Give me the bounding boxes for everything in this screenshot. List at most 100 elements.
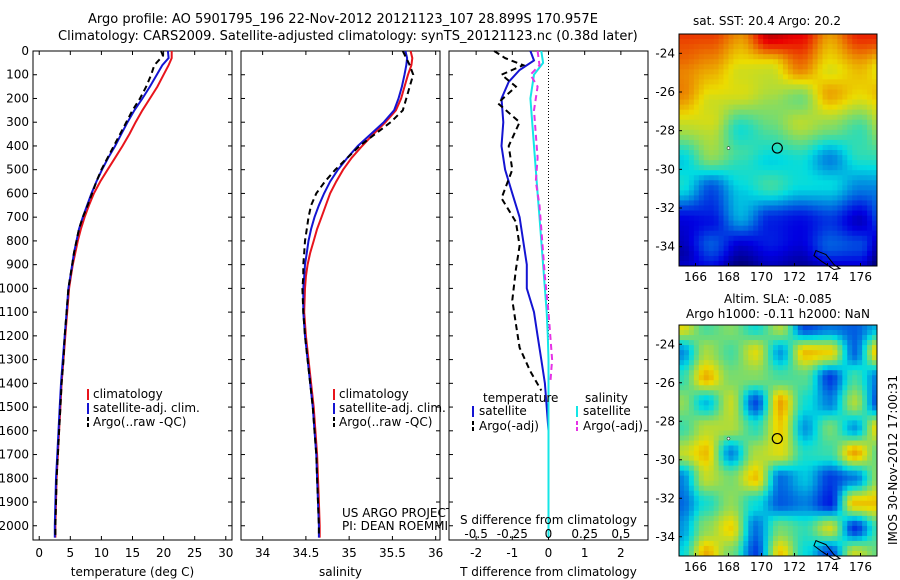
map-cell: [743, 425, 749, 431]
map-cell: [718, 425, 724, 431]
map-cell: [723, 230, 729, 237]
map-cell: [867, 64, 873, 70]
map-cell: [822, 455, 828, 461]
map-cell: [679, 420, 685, 426]
map-cell: [693, 390, 700, 396]
map-cell: [683, 99, 690, 106]
map-cell: [837, 520, 843, 527]
map-cell: [857, 435, 863, 441]
map-cell: [862, 420, 868, 426]
map-cell: [852, 450, 858, 456]
map-cell: [768, 470, 774, 477]
map-cell: [703, 200, 710, 206]
map-cell: [768, 230, 774, 237]
map-cell: [862, 430, 868, 436]
map-cell: [688, 250, 695, 257]
map-cell: [857, 64, 863, 70]
map-cell: [698, 54, 705, 60]
map-cell: [832, 485, 838, 492]
map-cell: [792, 39, 799, 45]
map-cell: [693, 195, 700, 201]
map-cell: [797, 119, 804, 126]
map-cell: [693, 345, 700, 351]
map-cell: [688, 150, 695, 156]
map-cell: [713, 124, 719, 131]
map-cell: [768, 144, 774, 151]
map-cell: [807, 385, 814, 391]
map-cell: [693, 124, 700, 131]
map-cell: [683, 445, 690, 451]
map-cell: [728, 150, 734, 156]
map-cell: [807, 255, 814, 262]
map-cell: [867, 240, 873, 247]
map-cell: [763, 225, 769, 232]
map-cell: [778, 410, 784, 416]
map-cell: [837, 545, 843, 552]
map-cell: [822, 124, 828, 131]
map-cell: [713, 400, 719, 406]
map-cell: [733, 220, 739, 227]
map-cell: [802, 335, 809, 341]
map-cell: [773, 435, 779, 441]
map-cell: [698, 350, 705, 356]
map-cell: [837, 114, 843, 121]
map-cell: [679, 455, 685, 461]
map-cell: [802, 540, 809, 547]
map-cell: [738, 440, 744, 446]
map-cell: [807, 69, 814, 75]
map-cell: [703, 79, 710, 85]
map-cell: [713, 365, 719, 371]
map-cell: [862, 330, 868, 336]
map-cell: [733, 490, 739, 497]
map-cell: [832, 440, 838, 446]
map-cell: [782, 345, 789, 351]
map-cell: [842, 355, 848, 361]
map-cell: [773, 195, 779, 201]
map-cell: [738, 510, 744, 517]
map-cell: [698, 84, 705, 90]
map-cell: [693, 235, 700, 242]
map-cell: [748, 205, 754, 211]
map-cell: [753, 160, 759, 166]
map-cell: [827, 410, 833, 416]
map-cell: [708, 540, 715, 547]
map-cell: [782, 260, 789, 267]
map-cell: [812, 180, 818, 186]
map-cell: [698, 390, 705, 396]
map-cell: [748, 390, 754, 396]
map-cell: [688, 99, 695, 106]
map-cell: [703, 335, 710, 341]
map-cell: [787, 240, 794, 247]
map-cell: [728, 540, 734, 547]
map-cell: [778, 340, 784, 346]
map-cell: [857, 170, 863, 176]
map-cell: [852, 144, 858, 151]
map-cell: [867, 195, 873, 201]
map-cell: [708, 405, 715, 411]
map-cell: [748, 250, 754, 257]
map-cell: [782, 535, 789, 542]
map-cell: [708, 205, 715, 211]
map-cell: [733, 500, 739, 507]
map-cell: [688, 64, 695, 70]
temperature-legend-label: satellite-adj. clim.: [93, 401, 200, 415]
map-cell: [748, 445, 754, 451]
map-cell: [688, 535, 695, 542]
map-cell: [872, 340, 878, 346]
map-cell: [787, 205, 794, 211]
map-cell: [862, 470, 868, 477]
map-cell: [758, 235, 764, 242]
map-cell: [837, 205, 843, 211]
map-cell: [812, 370, 818, 376]
map-cell: [822, 94, 828, 100]
map-cell: [758, 370, 764, 376]
map-cell: [748, 225, 754, 232]
map-cell: [822, 195, 828, 201]
map-cell: [688, 405, 695, 411]
map-cell: [703, 170, 710, 176]
map-cell: [832, 79, 838, 85]
map-cell: [718, 405, 724, 411]
map-cell: [728, 405, 734, 411]
map-cell: [817, 155, 823, 161]
map-cell: [857, 124, 863, 131]
